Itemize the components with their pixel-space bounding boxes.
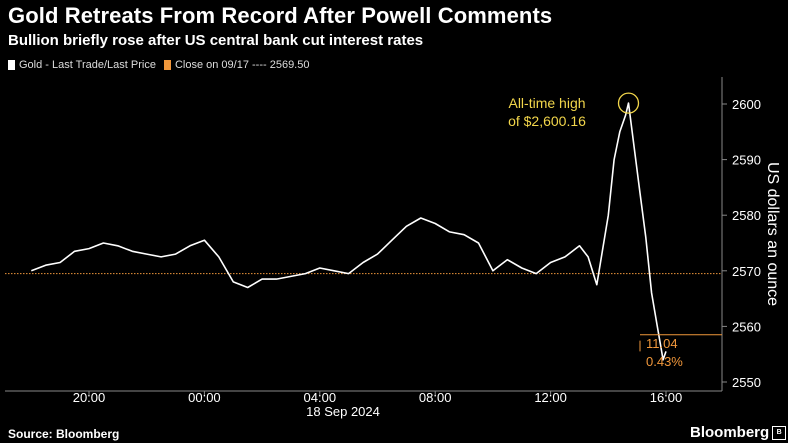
legend-item-close: Close on 09/17 ---- 2569.50 xyxy=(163,59,310,71)
x-tick-label: 08:00 xyxy=(419,390,452,405)
y-axis-label: US dollars an ounce xyxy=(764,162,781,306)
x-tick-label: 12:00 xyxy=(534,390,567,405)
x-tick-label: 04:00 xyxy=(304,390,337,405)
legend-label-close: Close on 09/17 ---- 2569.50 xyxy=(174,59,310,71)
legend-swatch-gold xyxy=(8,60,15,70)
x-tick-label: 00:00 xyxy=(188,390,221,405)
change-percent-label: 0.43% xyxy=(646,354,683,369)
x-tick-layer: 20:00 00:00 04:00 08:00 12:00 16:00 xyxy=(73,390,683,405)
y-tick-label: 2580 xyxy=(732,208,761,223)
all-time-high-label-line1: All-time high xyxy=(508,95,585,111)
annotation-layer: All-time high of $2,600.16 11.04 0.43% xyxy=(508,92,722,369)
y-tick-label: 2600 xyxy=(732,97,761,112)
legend-item-gold: Gold - Last Trade/Last Price xyxy=(8,59,156,71)
source-note: Source: Bloomberg xyxy=(8,427,120,441)
all-time-high-label-line2: of $2,600.16 xyxy=(508,113,586,129)
legend: Gold - Last Trade/Last Price Close on 09… xyxy=(8,59,317,71)
series-line-gold xyxy=(31,102,667,361)
y-tick-label: 2590 xyxy=(732,153,761,168)
series-layer xyxy=(31,102,667,361)
legend-label-gold: Gold - Last Trade/Last Price xyxy=(19,59,156,71)
chart-title: Gold Retreats From Record After Powell C… xyxy=(8,3,553,28)
y-tick-label: 2570 xyxy=(732,264,761,279)
chart-subtitle: Bullion briefly rose after US central ba… xyxy=(8,32,424,49)
y-tick-layer: 2550 2560 2570 2580 2590 2600 xyxy=(722,97,761,390)
y-tick-label: 2560 xyxy=(732,319,761,334)
x-tick-label: 16:00 xyxy=(650,390,683,405)
b-logo-box-icon: B xyxy=(772,425,787,440)
brand-logo: Bloomberg B xyxy=(690,424,787,441)
y-tick-label: 2550 xyxy=(732,375,761,390)
x-tick-label: 20:00 xyxy=(73,390,106,405)
x-axis-date-label: 18 Sep 2024 xyxy=(306,404,380,419)
brand-name: Bloomberg xyxy=(690,424,770,441)
legend-swatch-close xyxy=(163,60,171,70)
change-value-label: 11.04 xyxy=(646,336,678,351)
all-time-high-circle xyxy=(617,92,640,114)
